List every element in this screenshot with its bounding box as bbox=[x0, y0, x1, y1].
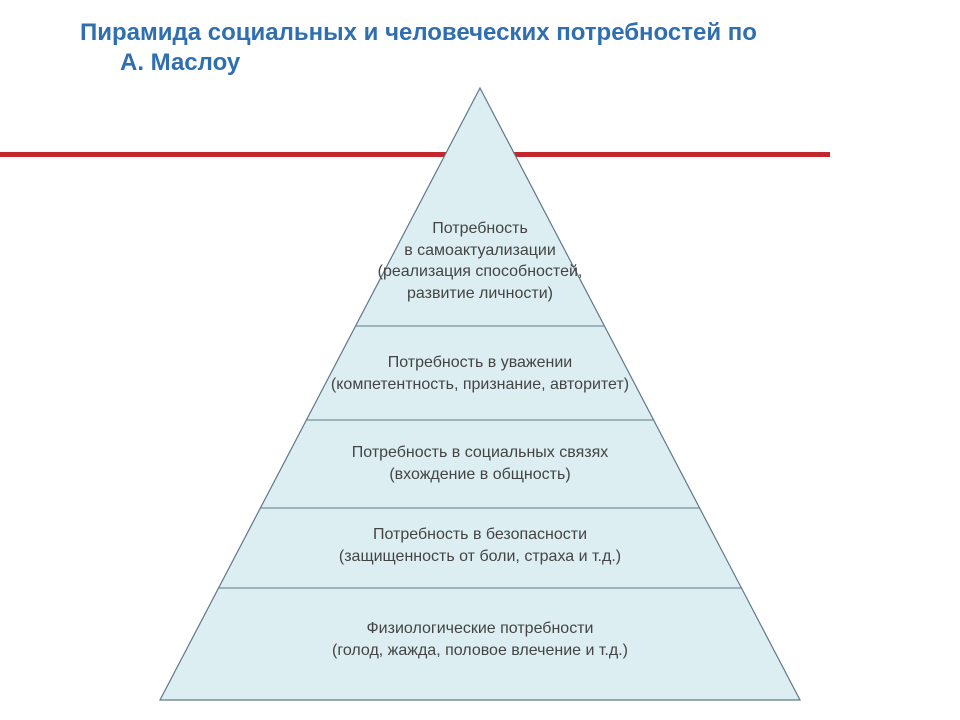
maslow-pyramid: Потребность в самоактуализации (реализац… bbox=[0, 0, 960, 720]
pyramid-layer-esteem: Потребность в уважении (компетентность, … bbox=[0, 352, 960, 395]
pyramid-layer-physiological: Физиологические потребности (голод, жажд… bbox=[0, 618, 960, 661]
pyramid-layer-social: Потребность в социальных связях (вхожден… bbox=[0, 442, 960, 485]
pyramid-layer-self-actualization: Потребность в самоактуализации (реализац… bbox=[0, 218, 960, 304]
slide: Пирамида социальных и человеческих потре… bbox=[0, 0, 960, 720]
pyramid-layer-safety: Потребность в безопасности (защищенность… bbox=[0, 524, 960, 567]
